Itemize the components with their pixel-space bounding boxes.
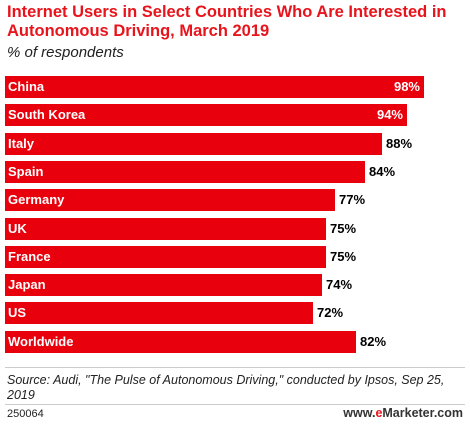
bar: [5, 189, 335, 211]
bar-row: France 75%: [5, 246, 465, 268]
bar-row: Spain 84%: [5, 161, 465, 183]
category-label: US: [8, 305, 27, 320]
value-label: 72%: [317, 305, 344, 320]
emarketer-logo: www.eMarketer.com: [343, 406, 463, 420]
bar: [5, 246, 326, 268]
bar-row: Japan 74%: [5, 274, 465, 296]
category-label: Worldwide: [8, 334, 74, 349]
bar-row: Italy 88%: [5, 133, 465, 155]
bar-chart: China 98% South Korea 94% Italy 88% Spain 84% Ge…: [0, 76, 470, 366]
category-label: South Korea: [8, 107, 86, 122]
category-label: Spain: [8, 164, 44, 179]
category-label: Italy: [8, 136, 35, 151]
chart-title: Internet Users in Select Countries Who A…: [7, 3, 447, 40]
bar: [5, 302, 313, 324]
bar: [5, 218, 326, 240]
bar: [5, 133, 382, 155]
bar: [5, 161, 365, 183]
value-label: 88%: [386, 136, 413, 151]
category-label: China: [8, 79, 45, 94]
category-label: Japan: [8, 277, 46, 292]
value-label: 75%: [330, 249, 357, 264]
chart-id: 250064: [7, 408, 44, 420]
value-label: 82%: [360, 334, 387, 349]
category-label: UK: [8, 221, 27, 236]
footer-divider-bottom: [5, 404, 465, 405]
category-label: France: [8, 249, 51, 264]
value-label: 74%: [326, 277, 353, 292]
value-label: 98%: [393, 79, 420, 94]
bar-row: China 98%: [5, 76, 465, 98]
bar-row: UK 75%: [5, 218, 465, 240]
footer-divider: [5, 367, 465, 368]
bar: [5, 331, 356, 353]
bar: [5, 274, 322, 296]
bar-row: US 72%: [5, 302, 465, 324]
bar-row: South Korea 94%: [5, 104, 465, 126]
value-label: 77%: [339, 192, 366, 207]
chart-subtitle: % of respondents: [7, 44, 124, 61]
bar: [5, 104, 407, 126]
bar-row: Worldwide 82%: [5, 331, 465, 353]
value-label: 84%: [369, 164, 396, 179]
source-note: Source: Audi, "The Pulse of Autonomous D…: [7, 373, 445, 402]
category-label: Germany: [8, 192, 65, 207]
value-label: 94%: [376, 107, 403, 122]
bar-row: Germany 77%: [5, 189, 465, 211]
bar: [5, 76, 424, 98]
value-label: 75%: [330, 221, 357, 236]
